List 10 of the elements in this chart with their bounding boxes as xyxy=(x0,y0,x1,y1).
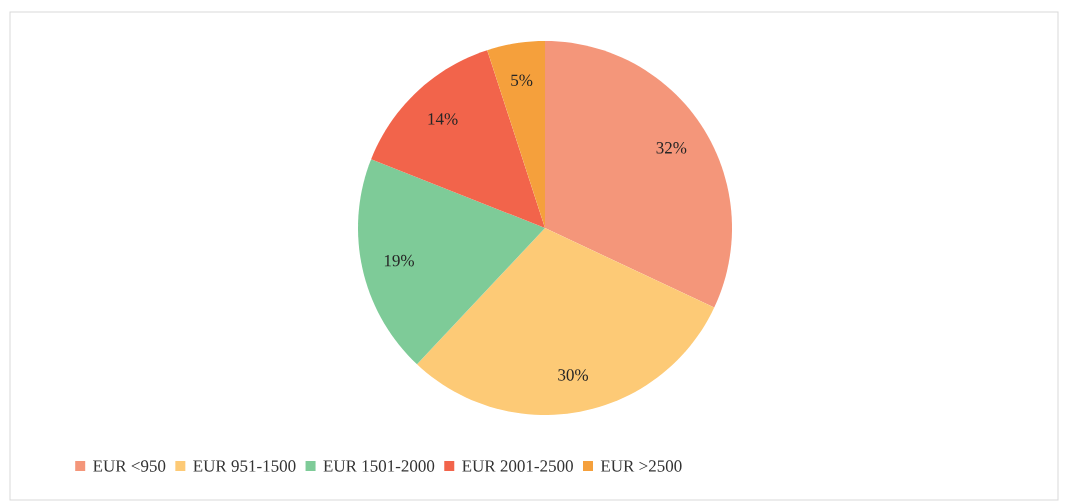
data-label: 5% xyxy=(511,74,533,86)
data-label: 30% xyxy=(558,369,589,381)
data-label: 14% xyxy=(428,113,458,125)
legend-label: EUR 951-1500 xyxy=(193,460,296,472)
legend-label: EUR 1501-2000 xyxy=(323,460,435,472)
legend-label: EUR 2001-2500 xyxy=(462,460,573,472)
legend-label: EUR <950 xyxy=(93,460,166,472)
legend-label: EUR >2500 xyxy=(600,460,682,472)
data-label: 19% xyxy=(384,254,415,267)
data-label: 32% xyxy=(656,142,687,154)
